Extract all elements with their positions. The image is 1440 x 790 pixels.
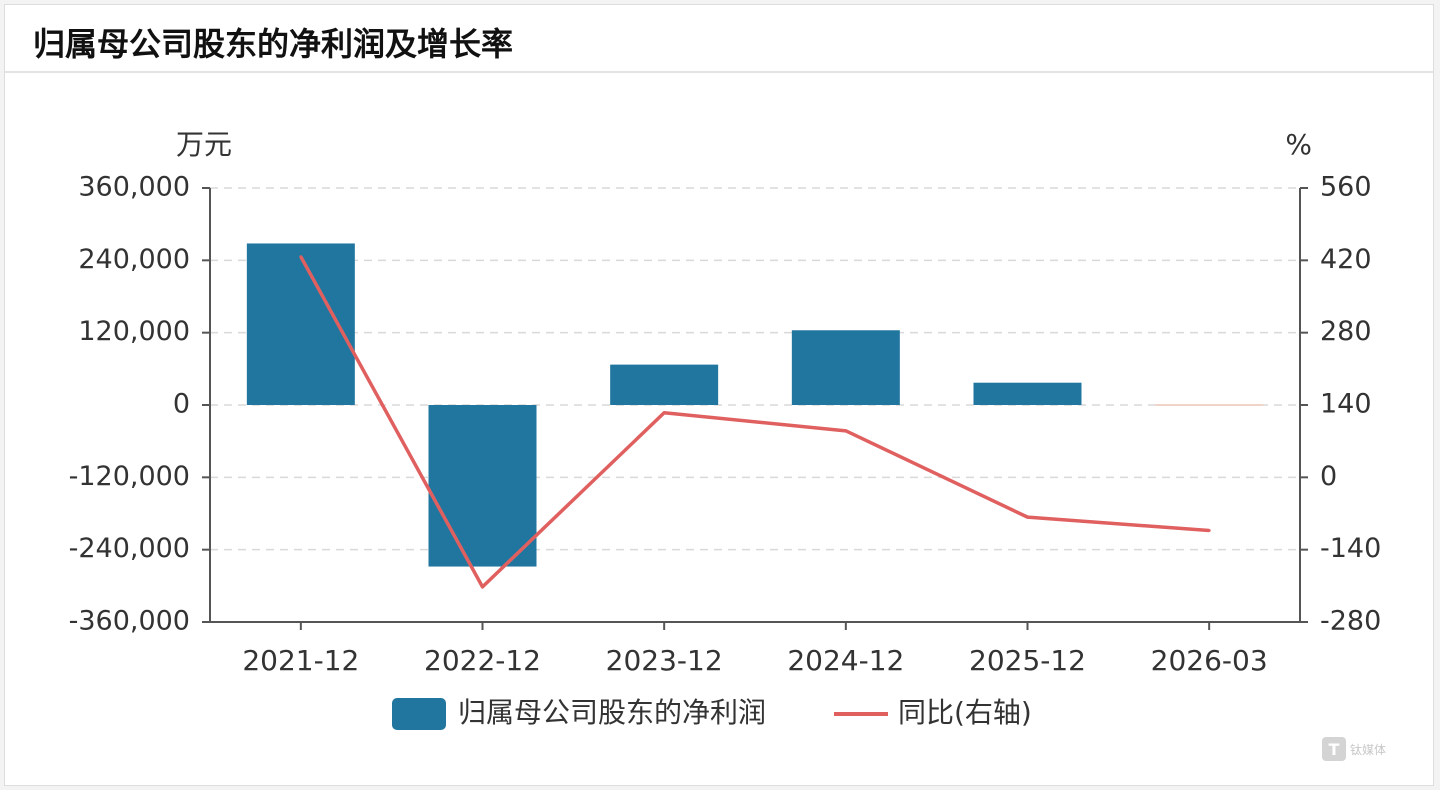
yoy-point-1[interactable] — [481, 585, 484, 589]
left-axis-unit: 万元 — [176, 128, 232, 161]
right-tick-label-3: 140 — [1320, 389, 1372, 420]
watermark-text: 钛媒体 — [1350, 742, 1387, 757]
left-tick-label-2: 120,000 — [78, 316, 190, 347]
right-axis-unit: % — [1285, 128, 1312, 161]
right-tick-label-0: 560 — [1320, 172, 1372, 203]
left-tick-label-5: -240,000 — [69, 533, 190, 564]
yoy-point-5[interactable] — [1207, 529, 1211, 533]
bar-1[interactable] — [428, 405, 537, 567]
yoy-point-4[interactable] — [1026, 515, 1029, 519]
legend-bar-swatch[interactable] — [392, 698, 446, 730]
bar-4[interactable] — [973, 382, 1082, 405]
title-bar: 归属母公司股东的净利润及增长率 — [5, 5, 1433, 73]
x-tick-label-2: 2023-12 — [606, 644, 723, 677]
x-tick-label-5: 2026-03 — [1151, 644, 1268, 677]
right-tick-label-5: -140 — [1320, 533, 1381, 564]
x-tick-label-4: 2025-12 — [969, 644, 1086, 677]
left-tick-label-6: -360,000 — [69, 606, 190, 637]
left-tick-label-3: 0 — [173, 389, 190, 420]
left-tick-label-4: -120,000 — [69, 461, 190, 492]
chart-title: 归属母公司股东的净利润及增长率 — [33, 25, 514, 63]
legend-line-label: 同比(右轴) — [898, 696, 1032, 729]
left-tick-label-0: 360,000 — [78, 172, 190, 203]
yoy-point-0[interactable] — [299, 255, 303, 259]
yoy-point-2[interactable] — [662, 411, 666, 415]
right-tick-label-4: 0 — [1320, 461, 1337, 492]
watermark-icon: T — [1322, 737, 1346, 761]
yoy-line — [299, 255, 1210, 589]
x-tick-label-3: 2024-12 — [787, 644, 904, 677]
right-tick-label-2: 280 — [1320, 316, 1372, 347]
right-tick-label-6: -280 — [1320, 606, 1381, 637]
x-tick-label-1: 2022-12 — [424, 644, 541, 677]
x-tick-label-0: 2021-12 — [242, 644, 359, 677]
bar-3[interactable] — [791, 330, 900, 405]
watermark-logo: T 钛媒体 — [1322, 734, 1402, 764]
yoy-point-3[interactable] — [844, 429, 848, 433]
bar-2[interactable] — [610, 364, 719, 405]
left-tick-label-1: 240,000 — [78, 244, 190, 275]
right-tick-label-1: 420 — [1320, 244, 1372, 275]
legend-bar-label: 归属母公司股东的净利润 — [458, 696, 766, 729]
chart-card: 归属母公司股东的净利润及增长率 — [4, 4, 1434, 786]
